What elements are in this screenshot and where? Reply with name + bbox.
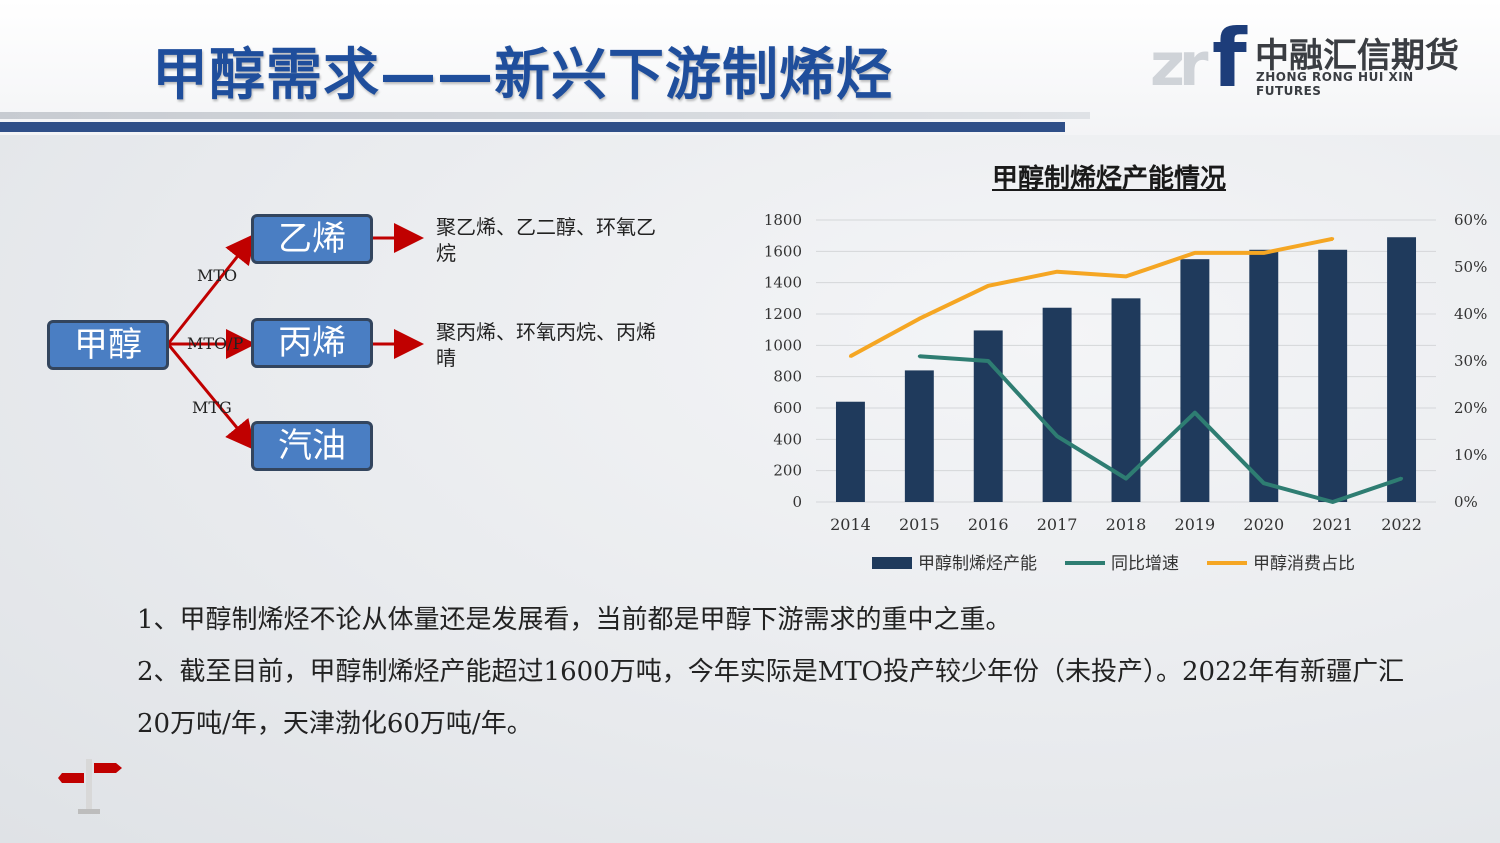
bar-2020: [1249, 249, 1279, 502]
ethylene-downstream: 聚乙烯、乙二醇、环氧乙烷: [436, 215, 656, 265]
bar-2019: [1180, 259, 1210, 502]
methanol-box: 甲醇: [47, 320, 169, 370]
legend-label: 甲醇消费占比: [1253, 554, 1355, 574]
point-同比增速: [1193, 411, 1197, 415]
point-同比增速: [986, 359, 990, 363]
logo-mark-zr: zr: [1150, 30, 1208, 100]
point-同比增速: [1331, 500, 1335, 504]
x-tick: 2022: [1381, 515, 1422, 534]
line-同比增速: [919, 354, 1403, 504]
capacity-chart: 0 200 400 600 800 1000 1200 1400 1600 1800 0% 10% 20…: [764, 211, 1488, 574]
legend-swatch: [872, 557, 912, 569]
x-tick: 2018: [1106, 515, 1147, 534]
header-rule-light: [0, 112, 1090, 119]
y-left-tick: 0: [792, 493, 802, 511]
y-right-tick: 20%: [1454, 399, 1487, 417]
point-甲醇消费占比: [1331, 237, 1335, 241]
point-甲醇消费占比: [1055, 270, 1059, 274]
legend-label: 甲醇制烯烃产能: [918, 554, 1037, 574]
logo-name-en: ZHONG RONG HUI XIN FUTURES: [1256, 70, 1414, 98]
arrow-to-gasoline: [166, 343, 256, 451]
x-tick: 2016: [968, 515, 1009, 534]
legend-label: 同比增速: [1111, 554, 1179, 574]
x-tick: 2019: [1175, 515, 1216, 534]
flow-arrows: [166, 223, 424, 451]
point-同比增速: [1124, 477, 1128, 480]
bar-2015: [904, 370, 934, 502]
x-tick: 2015: [899, 515, 940, 534]
y-right-tick: 10%: [1454, 446, 1487, 464]
bar-2016: [973, 330, 1003, 502]
route-label-mto: MTO: [197, 266, 238, 285]
bullet-1: 1、甲醇制烯烃不论从体量还是发展看，当前都是甲醇下游需求的重中之重。: [137, 605, 1012, 635]
point-甲醇消费占比: [986, 284, 990, 288]
y-right-tick: 40%: [1454, 305, 1487, 323]
y-left-tick: 1200: [764, 305, 802, 323]
point-甲醇消费占比: [1262, 251, 1266, 255]
x-tick: 2021: [1312, 515, 1353, 534]
route-label-mtop: MTO/P: [187, 334, 244, 353]
y-left-tick: 1800: [764, 211, 802, 229]
y-right-tick: 50%: [1454, 258, 1487, 276]
point-甲醇消费占比: [1124, 274, 1128, 278]
y-left-tick: 600: [773, 399, 802, 417]
bar-2021: [1318, 249, 1348, 502]
y-right-tick: 60%: [1454, 211, 1487, 229]
point-甲醇消费占比: [1193, 251, 1197, 255]
y-left-tick: 1400: [764, 274, 802, 292]
route-label-mtg: MTG: [192, 398, 232, 417]
arrow-to-ethylene: [166, 233, 256, 345]
signpost-icon: [58, 759, 122, 814]
point-同比增速: [1400, 477, 1404, 480]
bar-2017: [1042, 307, 1072, 502]
y-left-tick: 200: [773, 462, 802, 480]
point-同比增速: [1055, 434, 1059, 438]
gasoline-box: 汽油: [251, 421, 373, 471]
point-甲醇消费占比: [848, 354, 852, 358]
chart-title: 甲醇制烯烃产能情况: [992, 164, 1227, 194]
propylene-box: 丙烯: [251, 318, 373, 368]
company-logo: zr f 中融汇信期货 ZHONG RONG HUI XIN FUTURES: [1150, 12, 1460, 105]
y-right-tick: 0%: [1454, 493, 1478, 511]
ethylene-box: 乙烯: [251, 214, 373, 264]
logo-name-cn: 中融汇信期货: [1255, 36, 1459, 76]
bar-2014: [835, 401, 865, 502]
point-同比增速: [917, 354, 921, 358]
line-甲醇消费占比: [849, 236, 1334, 359]
x-tick: 2020: [1243, 515, 1284, 534]
y-left-tick: 400: [773, 430, 802, 448]
y-left-tick: 800: [773, 368, 802, 386]
point-甲醇消费占比: [917, 317, 921, 321]
header-rule-dark: [0, 122, 1065, 132]
logo-mark-f: f: [1212, 12, 1247, 105]
y-left-tick: 1000: [764, 336, 802, 354]
x-tick: 2014: [830, 515, 871, 534]
y-left-tick: 1600: [764, 242, 802, 260]
y-right-tick: 30%: [1454, 352, 1487, 370]
x-tick: 2017: [1037, 515, 1078, 534]
bar-2022: [1387, 237, 1417, 502]
propylene-downstream: 聚丙烯、环氧丙烷、丙烯晴: [436, 320, 656, 370]
bullet-2: 2、截至目前，甲醇制烯烃产能超过1600万吨，今年实际是MTO投产较少年份（未投…: [137, 657, 1405, 739]
page-title: 甲醇需求——新兴下游制烯烃: [152, 43, 893, 108]
point-同比增速: [1262, 481, 1266, 485]
